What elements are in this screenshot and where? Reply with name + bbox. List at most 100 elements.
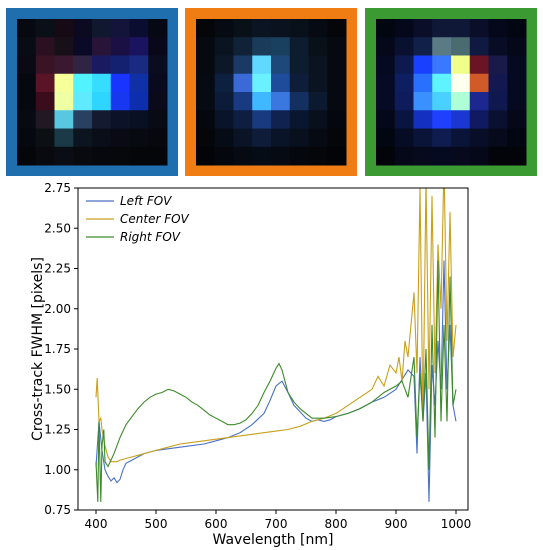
y-tick-label: 1.75 xyxy=(44,342,71,356)
pixel-cell xyxy=(394,55,414,75)
pixel-cell xyxy=(488,92,508,111)
pixel-cell xyxy=(451,146,471,166)
pixel-cell xyxy=(376,92,396,111)
y-tick-label: 0.75 xyxy=(44,503,71,517)
pixel-cell xyxy=(271,128,291,148)
pixel-cell xyxy=(73,146,93,166)
pixel-cell xyxy=(469,92,489,111)
x-tick-label: 600 xyxy=(205,517,228,531)
series-line-right-fov xyxy=(95,260,457,502)
pixel-cell xyxy=(129,55,149,75)
x-tick-label: 700 xyxy=(265,517,288,531)
pixel-cell xyxy=(394,146,414,166)
pixel-cell xyxy=(54,55,74,75)
pixel-cell xyxy=(507,19,527,38)
pixel-cell xyxy=(73,37,93,56)
pixel-cell xyxy=(129,73,149,93)
pixel-cell xyxy=(148,19,168,38)
pixel-cell xyxy=(507,92,527,111)
pixel-cell xyxy=(233,73,253,93)
pixel-cell xyxy=(233,92,253,111)
pixel-cell xyxy=(233,19,253,38)
fov-center-image xyxy=(185,8,357,176)
pixel-cell xyxy=(54,92,74,111)
pixel-cell xyxy=(110,110,130,129)
pixel-cell xyxy=(252,73,272,93)
y-tick-label: 2.25 xyxy=(44,262,71,276)
pixel-cell xyxy=(469,146,489,166)
pixel-cell xyxy=(214,92,234,111)
pixel-cell xyxy=(196,55,216,75)
pixel-cell xyxy=(451,55,471,75)
pixel-cell xyxy=(92,19,112,38)
pixel-cell xyxy=(35,37,55,56)
pixel-cell xyxy=(17,92,37,111)
pixel-cell xyxy=(289,73,309,93)
pixel-cell xyxy=(92,110,112,129)
pixel-cell xyxy=(376,128,396,148)
fov-center-image-panel xyxy=(185,8,357,176)
pixel-cell xyxy=(413,146,433,166)
pixel-cell xyxy=(432,146,452,166)
pixel-cell xyxy=(271,92,291,111)
y-tick-label: 2.75 xyxy=(44,181,71,195)
pixel-cell xyxy=(214,37,234,56)
pixel-cell xyxy=(327,92,347,111)
pixel-cell xyxy=(196,128,216,148)
pixel-cell xyxy=(214,146,234,166)
pixel-cell xyxy=(35,110,55,129)
pixel-cell xyxy=(17,128,37,148)
pixel-cell xyxy=(17,110,37,129)
fov-left-image-panel xyxy=(6,8,178,176)
pixel-cell xyxy=(148,146,168,166)
pixel-cell xyxy=(451,128,471,148)
pixel-cell xyxy=(73,19,93,38)
pixel-cell xyxy=(289,55,309,75)
pixel-cell xyxy=(17,73,37,93)
pixel-cell xyxy=(233,110,253,129)
pixel-cell xyxy=(92,73,112,93)
pixel-cell xyxy=(252,128,272,148)
pixel-cell xyxy=(54,146,74,166)
pixel-cell xyxy=(214,19,234,38)
pixel-cell xyxy=(196,92,216,111)
pixel-cell xyxy=(432,128,452,148)
fov-right-image xyxy=(365,8,537,176)
pixel-cell xyxy=(271,73,291,93)
pixel-cell xyxy=(376,19,396,38)
pixel-cell xyxy=(432,92,452,111)
pixel-cell xyxy=(451,110,471,129)
pixel-cell xyxy=(73,92,93,111)
pixel-cell xyxy=(308,92,328,111)
pixel-cell xyxy=(214,55,234,75)
pixel-cell xyxy=(271,110,291,129)
pixel-cell xyxy=(327,128,347,148)
pixel-cell xyxy=(17,55,37,75)
pixel-cell xyxy=(54,19,74,38)
pixel-cell xyxy=(73,110,93,129)
pixel-cell xyxy=(17,146,37,166)
pixel-cell xyxy=(376,146,396,166)
pixel-cell xyxy=(148,73,168,93)
pixel-cell xyxy=(308,128,328,148)
pixel-cell xyxy=(73,73,93,93)
pixel-cell xyxy=(196,19,216,38)
pixel-cell xyxy=(413,92,433,111)
pixel-cell xyxy=(327,73,347,93)
pixel-cell xyxy=(413,19,433,38)
pixel-cell xyxy=(252,92,272,111)
pixel-cell xyxy=(129,37,149,56)
pixel-cell xyxy=(35,55,55,75)
pixel-cell xyxy=(376,110,396,129)
pixel-cell xyxy=(110,37,130,56)
pixel-cell xyxy=(196,146,216,166)
pixel-cell xyxy=(432,73,452,93)
pixel-cell xyxy=(214,128,234,148)
pixel-cell xyxy=(327,19,347,38)
pixel-cell xyxy=(252,37,272,56)
series-line-center-fov xyxy=(95,188,457,463)
pixel-cell xyxy=(289,146,309,166)
pixel-cell xyxy=(148,92,168,111)
legend-label: Center FOV xyxy=(120,212,190,226)
x-tick-label: 400 xyxy=(85,517,108,531)
